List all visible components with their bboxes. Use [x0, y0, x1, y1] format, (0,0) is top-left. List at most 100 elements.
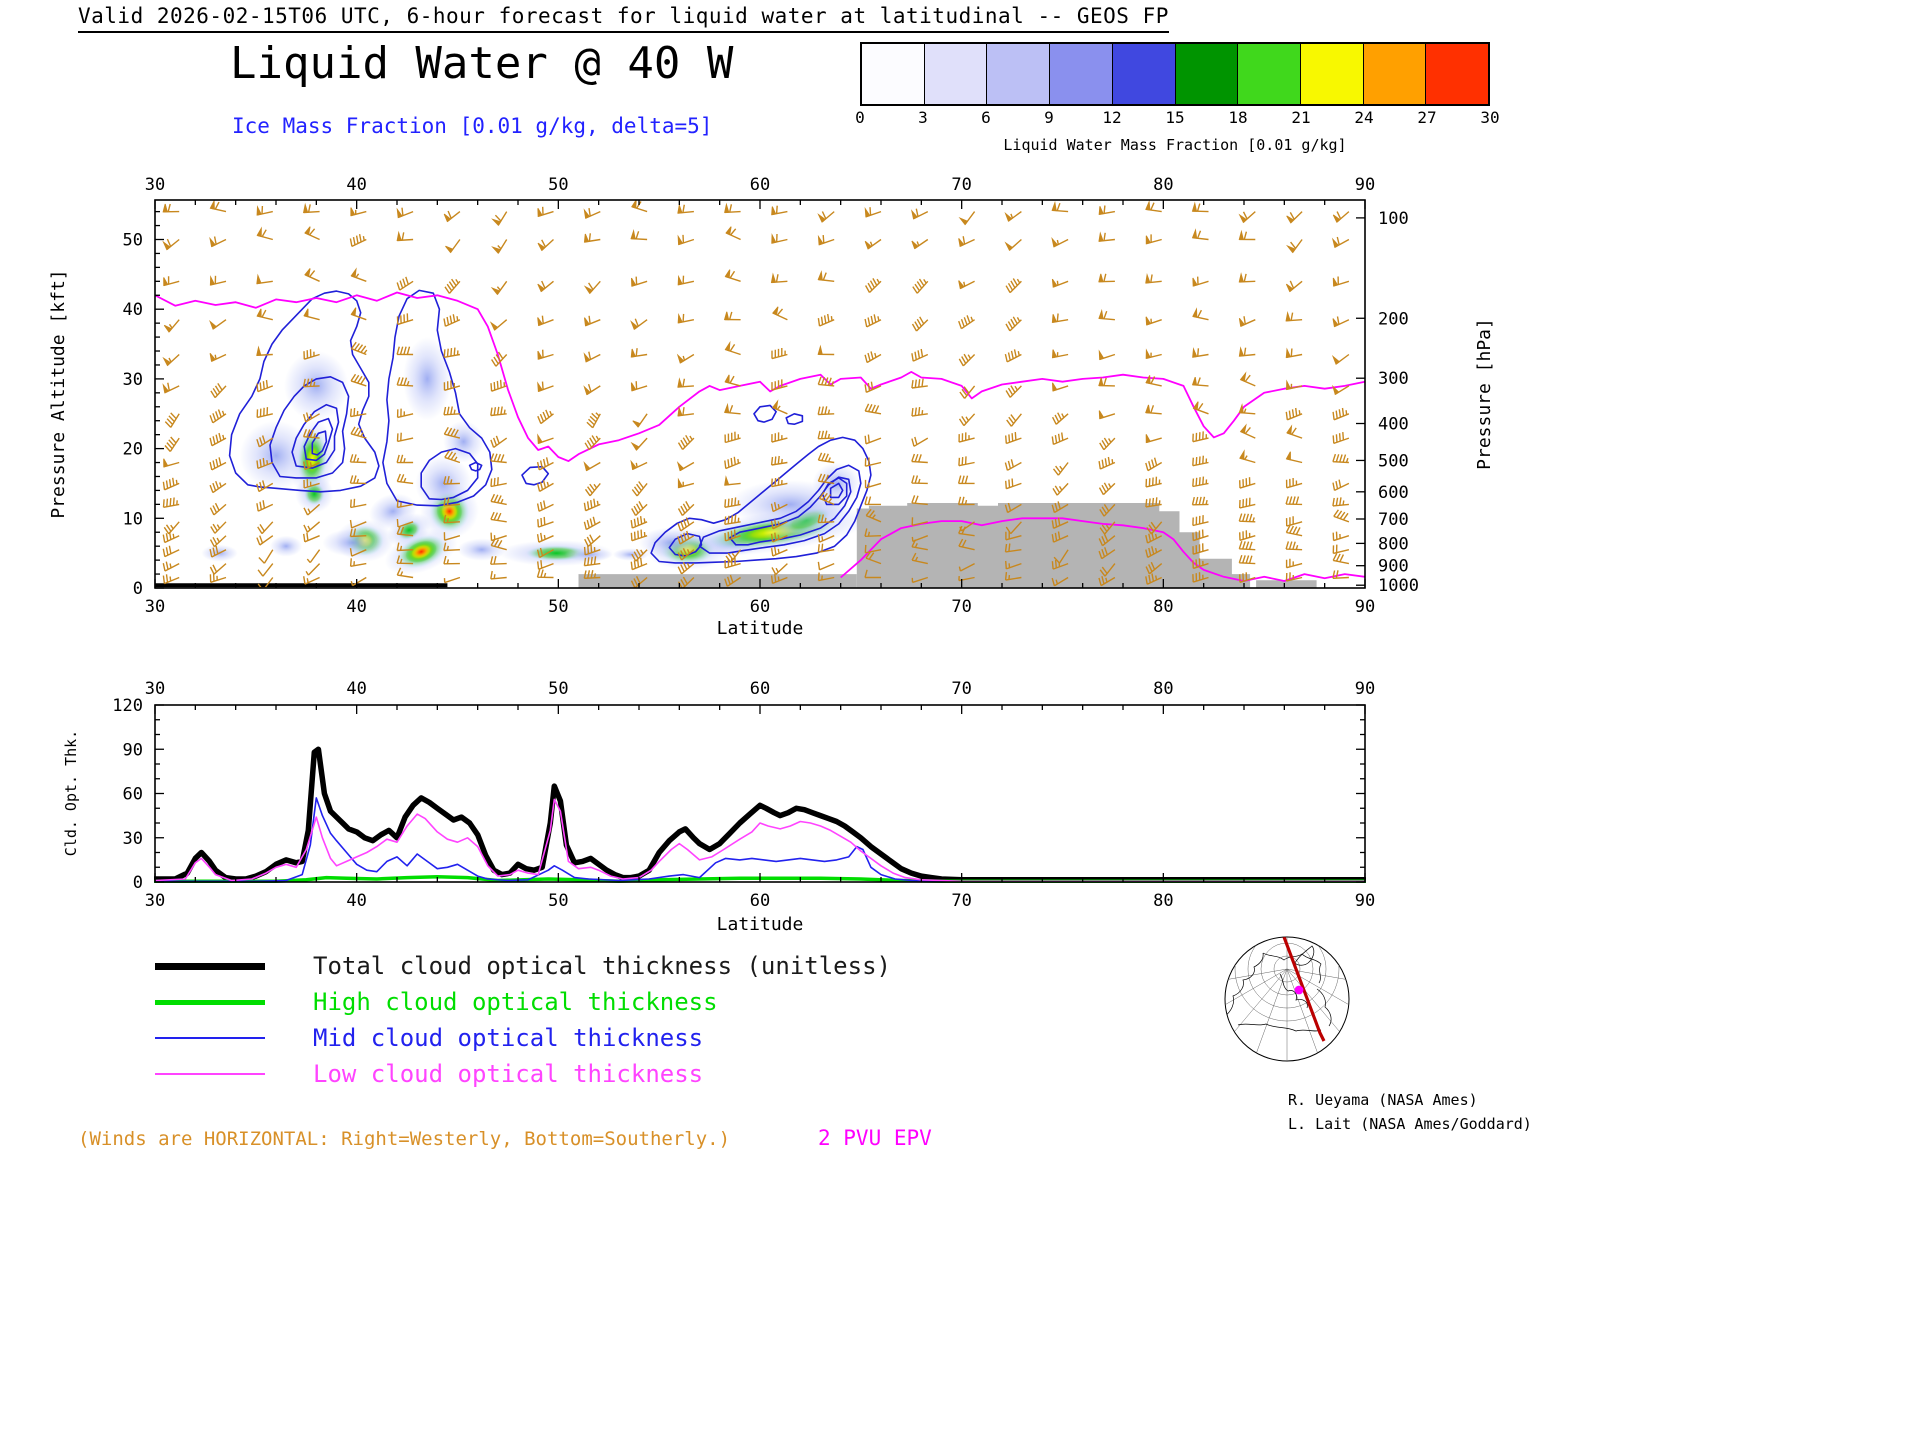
svg-text:200: 200 — [1378, 309, 1409, 329]
winds-note: (Winds are HORIZONTAL: Right=Westerly, B… — [78, 1128, 731, 1150]
colorbar-tick-label: 12 — [1102, 108, 1122, 127]
credits: R. Ueyama (NASA Ames) L. Lait (NASA Ames… — [1288, 1088, 1532, 1136]
svg-text:900: 900 — [1378, 557, 1409, 577]
colorbar-ticks: 0 3 6 9 12 15 18 21 24 27 30 — [855, 108, 1499, 130]
svg-text:Pressure [hPa]: Pressure [hPa] — [1474, 318, 1495, 470]
svg-text:50: 50 — [548, 597, 568, 617]
svg-text:0: 0 — [133, 579, 143, 599]
ice-mass-subtitle: Ice Mass Fraction [0.01 g/kg, delta=5] — [232, 114, 713, 138]
legend-item: Mid cloud optical thickness — [155, 1020, 891, 1056]
legend-label: Total cloud optical thickness (unitless) — [313, 952, 891, 980]
epv-label: 2 PVU EPV — [818, 1126, 932, 1150]
svg-text:800: 800 — [1378, 534, 1409, 554]
svg-text:120: 120 — [112, 696, 143, 716]
colorbar-swatch — [924, 44, 988, 104]
colorbar-swatch — [1112, 44, 1176, 104]
colorbar-swatch — [1300, 44, 1364, 104]
coastlines — [1225, 945, 1332, 1032]
legend: Total cloud optical thickness (unitless)… — [155, 948, 891, 1092]
svg-text:30: 30 — [145, 175, 165, 195]
colorbar-swatch — [1426, 44, 1489, 104]
colorbar-swatch — [1175, 44, 1239, 104]
svg-text:80: 80 — [1153, 679, 1173, 699]
colorbar-tick-label: 6 — [981, 108, 991, 127]
svg-text:Cld. Opt. Thk.: Cld. Opt. Thk. — [62, 730, 80, 856]
svg-text:80: 80 — [1153, 597, 1173, 617]
svg-text:40: 40 — [346, 891, 366, 911]
svg-text:20: 20 — [123, 440, 143, 460]
colorbar-tick-label: 0 — [855, 108, 865, 127]
svg-text:40: 40 — [346, 597, 366, 617]
colorbar-tick-label: 24 — [1354, 108, 1374, 127]
svg-text:90: 90 — [1355, 679, 1375, 699]
epv-contour-layer — [155, 291, 1365, 582]
colorbar-label: Liquid Water Mass Fraction [0.01 g/kg] — [1003, 136, 1347, 154]
colorbar-tick-label: 30 — [1480, 108, 1500, 127]
svg-text:50: 50 — [123, 231, 143, 251]
colorbar-swatch — [987, 44, 1051, 104]
colorbar-tick-label: 9 — [1044, 108, 1054, 127]
colorbar-swatch — [1363, 44, 1427, 104]
svg-text:600: 600 — [1378, 483, 1409, 503]
svg-text:90: 90 — [123, 740, 143, 760]
svg-text:Latitude: Latitude — [717, 914, 804, 935]
svg-text:90: 90 — [1355, 891, 1375, 911]
colorbar-swatches — [860, 42, 1490, 106]
svg-text:40: 40 — [346, 679, 366, 699]
credit-line: R. Ueyama (NASA Ames) — [1288, 1091, 1478, 1109]
legend-label: Low cloud optical thickness — [313, 1060, 704, 1088]
svg-text:70: 70 — [951, 679, 971, 699]
svg-text:30: 30 — [145, 891, 165, 911]
svg-text:40: 40 — [123, 300, 143, 320]
colorbar-tick-label: 18 — [1228, 108, 1248, 127]
svg-text:50: 50 — [548, 891, 568, 911]
svg-text:100: 100 — [1378, 209, 1409, 229]
svg-text:30: 30 — [145, 597, 165, 617]
map-inset — [1224, 936, 1350, 1062]
svg-text:60: 60 — [750, 175, 770, 195]
location-dot — [1294, 985, 1304, 995]
colorbar-tick-label: 3 — [918, 108, 928, 127]
axes-layer: 3030404050506060707080809090010203040501… — [48, 175, 1495, 639]
legend-label: Mid cloud optical thickness — [313, 1024, 704, 1052]
svg-text:50: 50 — [548, 175, 568, 195]
legend-item: High cloud optical thickness — [155, 984, 891, 1020]
svg-text:30: 30 — [123, 829, 143, 849]
ice-contour-layer — [228, 289, 872, 564]
optical-thickness-series — [154, 746, 1366, 884]
legend-line-sample — [155, 1037, 265, 1039]
svg-text:Latitude: Latitude — [717, 618, 804, 639]
series-line — [154, 746, 1366, 883]
svg-text:70: 70 — [951, 891, 971, 911]
colorbar: 0 3 6 9 12 15 18 21 24 27 30 Liquid Water Mass Fra… — [855, 42, 1500, 154]
svg-text:60: 60 — [750, 597, 770, 617]
svg-text:60: 60 — [750, 679, 770, 699]
svg-text:30: 30 — [123, 370, 143, 390]
svg-text:80: 80 — [1153, 175, 1173, 195]
svg-text:0: 0 — [133, 873, 143, 893]
colorbar-tick-label: 21 — [1291, 108, 1311, 127]
credit-line: L. Lait (NASA Ames/Goddard) — [1288, 1115, 1532, 1133]
graticule — [1225, 937, 1349, 1061]
colorbar-swatch — [1238, 44, 1301, 104]
svg-text:30: 30 — [145, 679, 165, 699]
series-line — [154, 797, 1366, 883]
legend-line-sample — [155, 1073, 265, 1075]
colorbar-swatch — [1050, 44, 1113, 104]
svg-text:Pressure Altitude [kft]: Pressure Altitude [kft] — [48, 269, 69, 518]
svg-text:10: 10 — [123, 509, 143, 529]
svg-text:70: 70 — [951, 597, 971, 617]
svg-text:60: 60 — [750, 891, 770, 911]
cross-section-content — [155, 200, 1365, 588]
svg-text:70: 70 — [951, 175, 971, 195]
plot-title: Liquid Water @ 40 W — [230, 38, 734, 89]
svg-text:700: 700 — [1378, 510, 1409, 530]
wind-barbs-layer — [162, 200, 1350, 588]
valid-timestamp: Valid 2026-02-15T06 UTC, 6-hour forecast… — [78, 4, 1169, 33]
legend-line-sample — [155, 962, 265, 970]
series-line — [154, 798, 1366, 883]
svg-text:90: 90 — [1355, 175, 1375, 195]
